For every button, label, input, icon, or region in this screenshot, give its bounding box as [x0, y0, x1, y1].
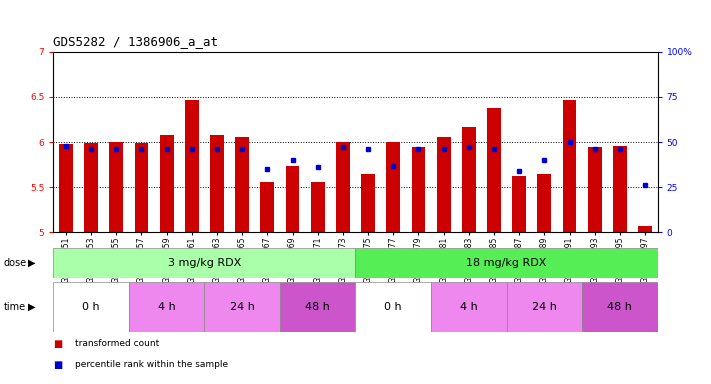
Bar: [437, 137, 451, 232]
Text: ■: ■: [53, 360, 63, 370]
Bar: [356, 282, 431, 332]
Text: 48 h: 48 h: [607, 302, 632, 312]
Bar: [235, 137, 249, 232]
Text: 48 h: 48 h: [305, 302, 330, 312]
Bar: [185, 100, 199, 232]
Bar: [59, 144, 73, 232]
Bar: [512, 176, 526, 232]
Bar: [53, 282, 129, 332]
Bar: [638, 226, 652, 232]
Bar: [588, 147, 602, 232]
Bar: [210, 135, 224, 232]
Bar: [280, 282, 356, 332]
Bar: [160, 135, 173, 232]
Bar: [311, 182, 325, 232]
Text: time: time: [4, 302, 26, 312]
Text: ▶: ▶: [28, 302, 36, 312]
Bar: [538, 174, 551, 232]
Bar: [260, 182, 274, 232]
Bar: [582, 282, 658, 332]
Bar: [53, 248, 356, 278]
Text: ▶: ▶: [28, 258, 36, 268]
Text: dose: dose: [4, 258, 27, 268]
Text: 24 h: 24 h: [532, 302, 557, 312]
Text: GDS5282 / 1386906_a_at: GDS5282 / 1386906_a_at: [53, 35, 218, 48]
Bar: [361, 174, 375, 232]
Text: 0 h: 0 h: [385, 302, 402, 312]
Bar: [386, 142, 400, 232]
Text: 24 h: 24 h: [230, 302, 255, 312]
Bar: [431, 282, 506, 332]
Bar: [412, 147, 425, 232]
Bar: [205, 282, 280, 332]
Bar: [336, 142, 350, 232]
Text: 3 mg/kg RDX: 3 mg/kg RDX: [168, 258, 241, 268]
Bar: [487, 108, 501, 232]
Text: 4 h: 4 h: [460, 302, 478, 312]
Text: 0 h: 0 h: [82, 302, 100, 312]
Bar: [506, 282, 582, 332]
Bar: [562, 100, 577, 232]
Bar: [109, 142, 123, 232]
Text: percentile rank within the sample: percentile rank within the sample: [75, 360, 228, 369]
Text: transformed count: transformed count: [75, 339, 159, 348]
Bar: [134, 143, 149, 232]
Bar: [462, 127, 476, 232]
Bar: [129, 282, 205, 332]
Bar: [286, 166, 299, 232]
Bar: [613, 146, 627, 232]
Text: 18 mg/kg RDX: 18 mg/kg RDX: [466, 258, 547, 268]
Bar: [84, 143, 98, 232]
Text: 4 h: 4 h: [158, 302, 176, 312]
Text: ■: ■: [53, 339, 63, 349]
Bar: [356, 248, 658, 278]
